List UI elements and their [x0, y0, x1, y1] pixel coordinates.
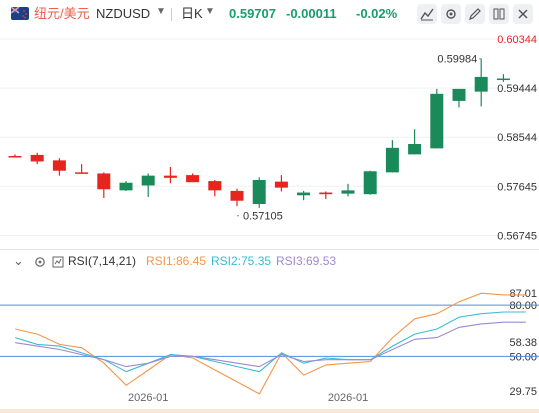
x-tick-label: 2026-01: [328, 392, 368, 404]
candle-body: [163, 175, 177, 178]
candle-body: [408, 144, 422, 155]
symbol-code[interactable]: NZDUSD: [96, 6, 151, 21]
candle-body: [8, 156, 22, 158]
high-annotation: 0.59984: [437, 54, 477, 66]
y-tick-label: 0.57645: [497, 181, 537, 193]
low-annotation: 0.57105: [243, 211, 283, 223]
candle-body: [274, 181, 288, 188]
candle-body: [297, 192, 311, 196]
chart-header: 纽元/美元 NZDUSD ▼ 日K ▼ 0.59707 -0.00011 -0.…: [0, 0, 539, 28]
y-tick-label: 0.60344: [497, 34, 537, 46]
candle-body: [341, 190, 355, 194]
y-tick-label: 0.56745: [497, 230, 537, 242]
candle-body: [474, 76, 488, 92]
layout-icon[interactable]: [489, 4, 509, 24]
candle-body: [119, 182, 133, 191]
candle-body: [208, 181, 222, 191]
candle-body: [385, 147, 399, 173]
candle-body: [30, 154, 44, 162]
candle-body: [430, 93, 444, 149]
collapse-icon[interactable]: ⌄: [13, 253, 24, 268]
candle-body: [496, 78, 510, 81]
price-change-percent: -0.02%: [356, 6, 398, 21]
symbol-dropdown-icon[interactable]: ▼: [156, 6, 166, 17]
candle-body: [363, 171, 377, 195]
y-tick-label: 0.59444: [497, 83, 537, 95]
candle-body: [230, 190, 244, 201]
rsi-title: RSI(7,14,21): [68, 254, 137, 268]
rsi-line-rsi1: [15, 292, 526, 395]
y-tick-label: 0.58544: [497, 132, 537, 144]
indicator-icon[interactable]: [52, 256, 64, 268]
candle-body: [97, 173, 111, 190]
period-selector[interactable]: 日K: [181, 6, 203, 21]
rsi-y-tick-label: 29.75: [509, 386, 537, 398]
candle-body: [75, 172, 89, 174]
candle-body: [52, 160, 66, 171]
candle-body: [252, 180, 266, 204]
time-axis-strip: [0, 409, 539, 413]
rsi3-value: RSI3:69.53: [276, 254, 337, 268]
last-price: 0.59707: [229, 6, 276, 21]
header-divider: [171, 8, 172, 21]
rsi2-value: RSI2:75.35: [211, 254, 272, 268]
candle-body: [452, 88, 466, 101]
line-chart-icon[interactable]: [417, 4, 437, 24]
candle-body: [141, 175, 155, 186]
settings-icon[interactable]: [441, 4, 461, 24]
rsi-y-tick-label: 50.00: [509, 351, 537, 363]
close-icon[interactable]: [513, 4, 533, 24]
rsi-line-rsi3: [15, 321, 526, 368]
candlestick-chart[interactable]: 0.60344 0.59444 0.58544 0.57645 0.56745 0.599…: [0, 28, 539, 249]
settings-icon[interactable]: [34, 256, 46, 268]
rsi-line-rsi2: [15, 311, 526, 373]
symbol-name-cn[interactable]: 纽元/美元: [34, 6, 90, 21]
rsi-y-tick-label: 58.38: [509, 337, 537, 349]
candle-body: [186, 175, 200, 183]
rsi-y-tick-label: 87.01: [509, 288, 537, 300]
nz-flag-icon: [11, 7, 29, 20]
price-change: -0.00011: [286, 6, 337, 21]
rsi-header: ⌄ RSI(7,14,21) RSI1:86.45 RSI2:75.35 RSI…: [0, 252, 539, 272]
rsi-y-tick-label: 80.00: [509, 300, 537, 312]
x-tick-label: 2026-01: [128, 392, 168, 404]
draw-icon[interactable]: [465, 4, 485, 24]
period-dropdown-icon[interactable]: ▼: [205, 6, 215, 17]
rsi1-value: RSI1:86.45: [146, 254, 207, 268]
candle-body: [319, 192, 333, 195]
